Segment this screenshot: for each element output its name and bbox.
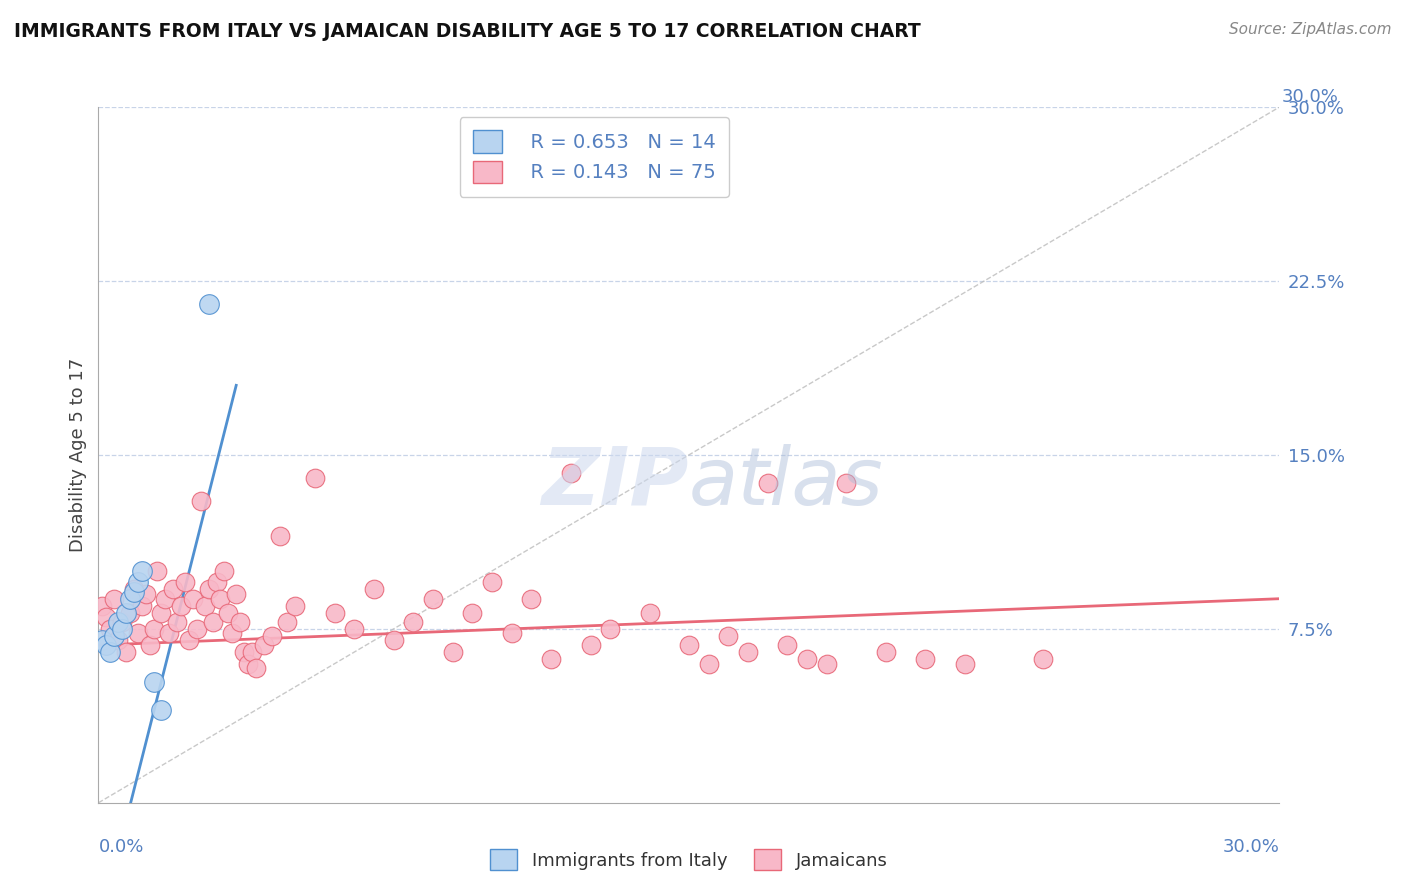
Point bbox=[756, 475, 779, 490]
Point bbox=[111, 622, 134, 636]
Point bbox=[240, 645, 263, 659]
Point bbox=[205, 575, 228, 590]
Point bbox=[91, 633, 114, 648]
Point bbox=[382, 633, 405, 648]
Text: atlas: atlas bbox=[689, 443, 884, 522]
Point bbox=[599, 622, 621, 636]
Text: IMMIGRANTS FROM ITALY VS JAMAICAN DISABILITY AGE 5 TO 17 CORRELATION CHART: IMMIGRANTS FROM ITALY VS JAMAICAN DISABI… bbox=[14, 22, 921, 41]
Point bbox=[107, 615, 129, 629]
Point bbox=[284, 599, 307, 613]
Text: 30.0%: 30.0% bbox=[1223, 838, 1279, 855]
Point bbox=[236, 657, 259, 671]
Point bbox=[835, 475, 858, 490]
Point bbox=[197, 582, 219, 597]
Point bbox=[98, 645, 121, 659]
Point bbox=[96, 610, 118, 624]
Point bbox=[737, 645, 759, 659]
Point bbox=[177, 633, 200, 648]
Point bbox=[717, 629, 740, 643]
Point bbox=[118, 591, 141, 606]
Point bbox=[194, 599, 217, 613]
Point bbox=[118, 606, 141, 620]
Point bbox=[481, 575, 503, 590]
Point bbox=[221, 626, 243, 640]
Point bbox=[875, 645, 897, 659]
Point bbox=[135, 587, 157, 601]
Point bbox=[697, 657, 720, 671]
Point bbox=[155, 591, 177, 606]
Point bbox=[796, 652, 818, 666]
Point bbox=[953, 657, 976, 671]
Point bbox=[253, 638, 276, 652]
Point bbox=[214, 564, 236, 578]
Point bbox=[441, 645, 464, 659]
Point bbox=[131, 599, 153, 613]
Point bbox=[127, 626, 149, 640]
Point bbox=[1032, 652, 1054, 666]
Point bbox=[233, 645, 256, 659]
Point bbox=[138, 638, 160, 652]
Point bbox=[146, 564, 169, 578]
Point bbox=[131, 564, 153, 578]
Point bbox=[269, 529, 291, 543]
Point bbox=[170, 599, 193, 613]
Point bbox=[520, 591, 543, 606]
Point bbox=[560, 467, 582, 481]
Point bbox=[638, 606, 661, 620]
Point bbox=[122, 584, 145, 599]
Point bbox=[186, 622, 208, 636]
Point bbox=[343, 622, 366, 636]
Point bbox=[197, 297, 219, 311]
Point bbox=[678, 638, 700, 652]
Point bbox=[217, 606, 239, 620]
Point bbox=[98, 622, 121, 636]
Point bbox=[815, 657, 838, 671]
Point bbox=[115, 606, 138, 620]
Point bbox=[914, 652, 936, 666]
Legend: Immigrants from Italy, Jamaicans: Immigrants from Italy, Jamaicans bbox=[482, 842, 896, 877]
Point bbox=[323, 606, 346, 620]
Point bbox=[115, 645, 138, 659]
Point bbox=[201, 615, 224, 629]
Point bbox=[304, 471, 326, 485]
Point bbox=[142, 675, 165, 690]
Point bbox=[150, 703, 173, 717]
Point bbox=[181, 591, 204, 606]
Point bbox=[190, 494, 212, 508]
Point bbox=[422, 591, 444, 606]
Point bbox=[157, 626, 180, 640]
Point bbox=[776, 638, 799, 652]
Point bbox=[111, 615, 134, 629]
Point bbox=[162, 582, 184, 597]
Point bbox=[363, 582, 385, 597]
Point bbox=[91, 599, 114, 613]
Point bbox=[107, 633, 129, 648]
Point bbox=[103, 629, 125, 643]
Point bbox=[260, 629, 283, 643]
Point bbox=[127, 575, 149, 590]
Y-axis label: Disability Age 5 to 17: Disability Age 5 to 17 bbox=[69, 358, 87, 552]
Point bbox=[209, 591, 232, 606]
Point bbox=[229, 615, 252, 629]
Point bbox=[225, 587, 247, 601]
Point bbox=[461, 606, 484, 620]
Text: Source: ZipAtlas.com: Source: ZipAtlas.com bbox=[1229, 22, 1392, 37]
Point bbox=[96, 638, 118, 652]
Point bbox=[579, 638, 602, 652]
Text: ZIP: ZIP bbox=[541, 443, 689, 522]
Point bbox=[276, 615, 298, 629]
Point bbox=[540, 652, 562, 666]
Point bbox=[245, 661, 267, 675]
Point bbox=[501, 626, 523, 640]
Text: 0.0%: 0.0% bbox=[98, 838, 143, 855]
Point bbox=[402, 615, 425, 629]
Point bbox=[122, 582, 145, 597]
Point bbox=[174, 575, 197, 590]
Point bbox=[150, 606, 173, 620]
Point bbox=[142, 622, 165, 636]
Point bbox=[103, 591, 125, 606]
Point bbox=[166, 615, 188, 629]
Text: 30.0%: 30.0% bbox=[1282, 87, 1339, 105]
